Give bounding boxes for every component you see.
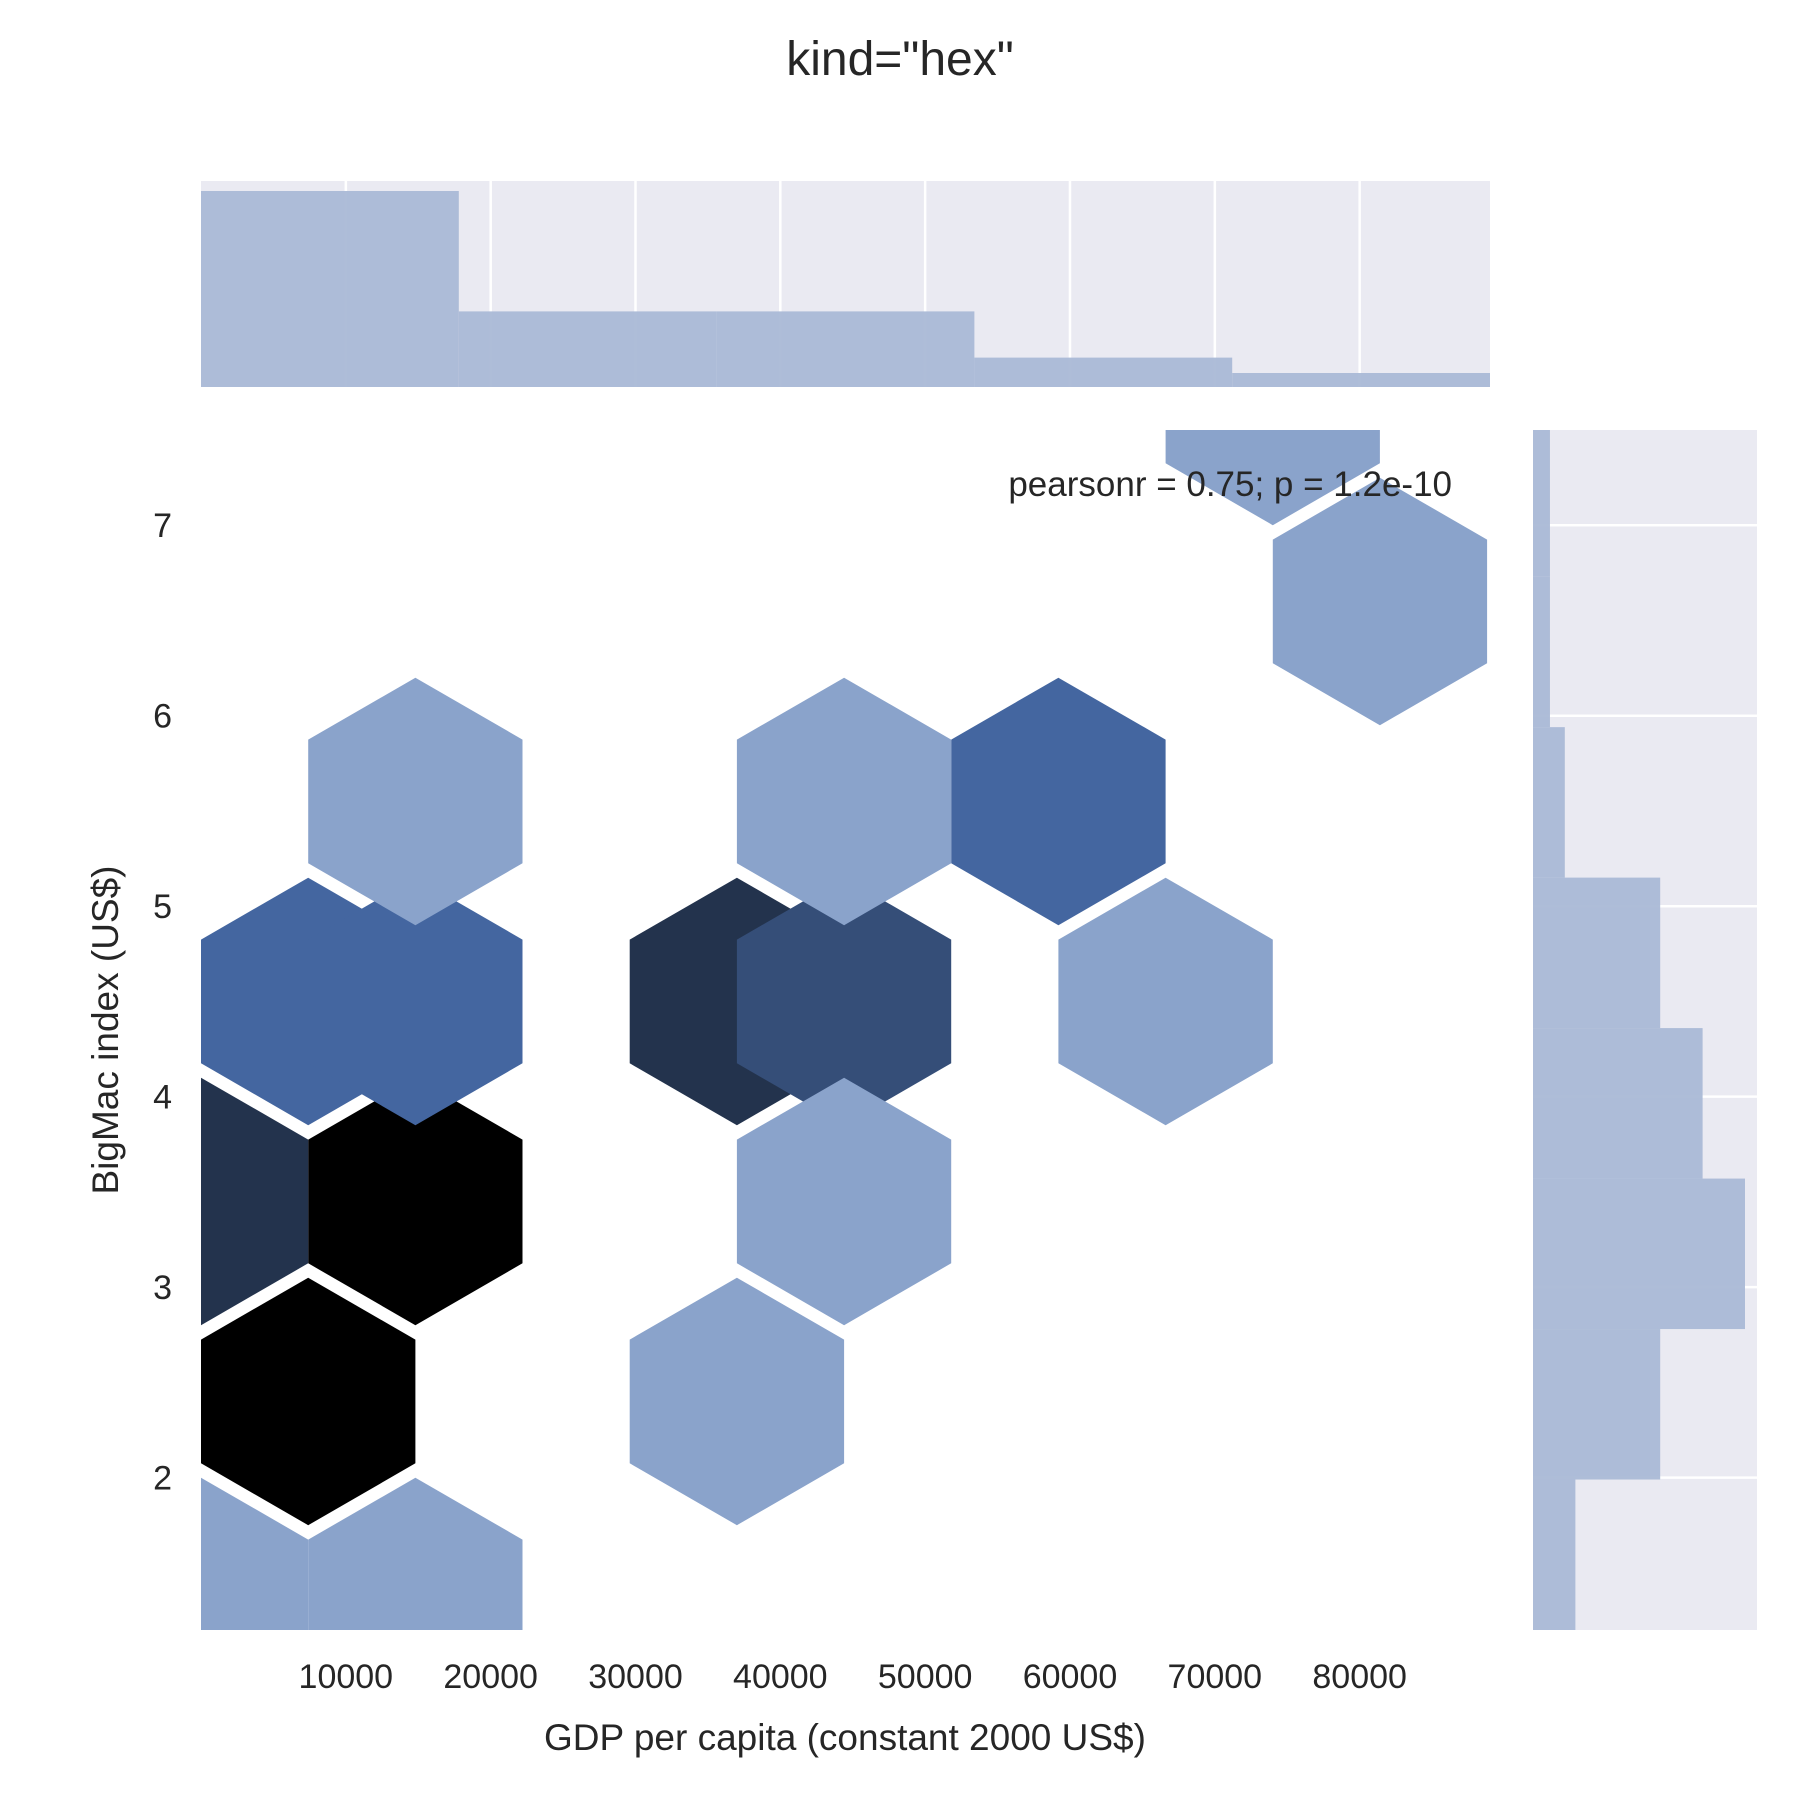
y-tick-label-2: 4 [153,1079,172,1117]
y-tick-labels: 2 3 4 5 6 7 [153,507,172,1497]
right-marginal-histogram [1533,430,1757,1630]
x-tick-labels: 10000 20000 30000 40000 50000 60000 70000 80000 [299,1658,1407,1696]
chart-title: kind="hex" [786,33,1014,86]
top-marginal-histogram [201,181,1490,387]
y-tick-label-3: 5 [153,888,172,926]
x-tick-label-5: 60000 [1023,1658,1118,1696]
hex-cell-10 [1058,877,1273,1126]
hex-cell-6 [308,877,523,1126]
y-tick-label-1: 3 [153,1269,172,1307]
hex-cell-1 [308,1077,523,1326]
right-hist-bar-0 [1533,1479,1576,1630]
hex-cell-15 [1272,477,1488,726]
right-hist-bar-5 [1533,727,1565,878]
y-tick-label-5: 7 [153,507,172,545]
top-hist-bar-3 [974,357,1233,387]
right-marginal-bars [1533,430,1745,1630]
top-hist-bar-0 [201,191,459,387]
x-tick-label-6: 70000 [1168,1658,1263,1696]
right-hist-bar-6 [1533,576,1550,728]
x-tick-label-0: 10000 [299,1658,394,1696]
hex-cell-14 [308,1477,523,1630]
hex-cell-9 [736,677,952,926]
hex-cell-12 [629,1277,845,1526]
pearson-annotation: pearsonr = 0.75; p = 1.2e-10 [1008,465,1452,504]
top-hist-bar-4 [1232,373,1490,387]
y-tick-label-0: 2 [153,1460,172,1498]
y-axis-label: BigMac index (US$) [85,865,126,1194]
right-hist-bar-7 [1533,430,1550,577]
top-hist-bar-1 [458,311,717,387]
hex-cell-16 [1165,430,1380,526]
hex-cell-0 [201,1277,416,1526]
right-hist-bar-4 [1533,877,1661,1029]
hex-cell-2 [201,1077,309,1326]
right-hist-bar-2 [1533,1178,1745,1330]
hex-cell-13 [201,1477,309,1630]
x-axis-label: GDP per capita (constant 2000 US$) [544,1717,1146,1758]
y-tick-label-4: 6 [153,698,172,736]
hexbin-cells [201,430,1488,1630]
top-marginal-bars [201,191,1490,387]
x-tick-label-7: 80000 [1312,1658,1407,1696]
hex-cell-8 [308,677,523,926]
x-tick-label-2: 30000 [588,1658,683,1696]
right-hist-bar-1 [1533,1329,1661,1480]
hex-cell-7 [951,677,1166,926]
top-hist-bar-2 [716,311,975,387]
x-tick-label-4: 50000 [878,1658,973,1696]
hex-cell-11 [736,1077,952,1326]
right-hist-bar-3 [1533,1028,1703,1179]
x-tick-label-3: 40000 [733,1658,828,1696]
hex-cell-4 [736,877,952,1126]
x-tick-label-1: 20000 [443,1658,538,1696]
